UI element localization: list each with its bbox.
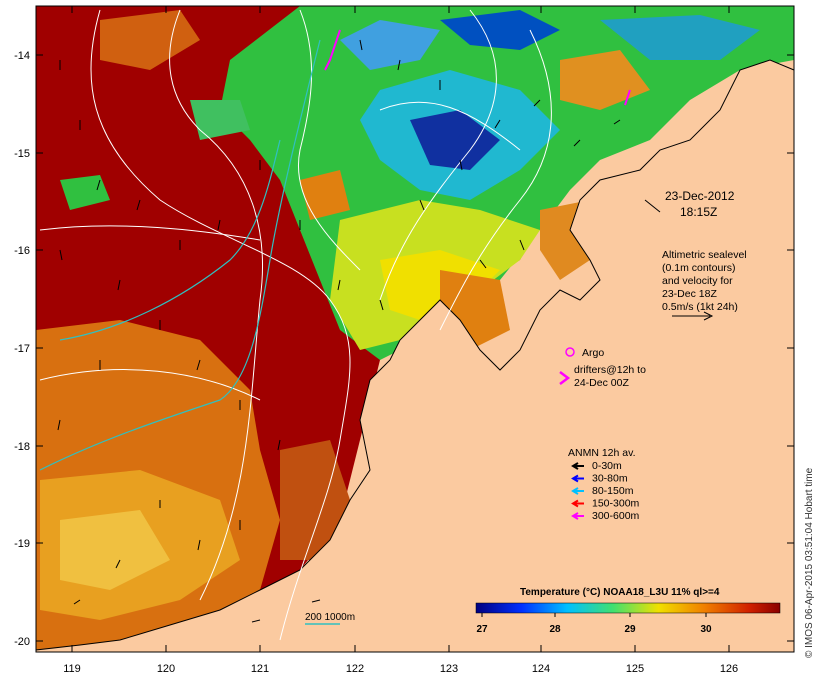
mooring-title: ANMN 12h av. xyxy=(568,447,636,459)
mooring-depth-label: 150-300m xyxy=(592,498,640,510)
altimetry-line-3: and velocity for xyxy=(662,275,733,287)
drifter-marker xyxy=(559,371,571,385)
y-axis: -14 -15 -16 -17 -18 -19 -20 xyxy=(14,50,794,648)
mooring-depth-label: 80-150m xyxy=(592,485,634,497)
colorbar-tick-label: 27 xyxy=(476,624,488,635)
altimetry-legend: Altimetric sealevel (0.1m contours) and … xyxy=(662,249,747,313)
date-line-2: 18:15Z xyxy=(680,205,717,219)
x-tick-label: 126 xyxy=(720,663,738,675)
mooring-depth-label: 30-80m xyxy=(592,473,628,485)
scale-arrow xyxy=(672,311,714,321)
mooring-arrow xyxy=(571,499,584,508)
colorbar-tick-label: 30 xyxy=(700,624,712,635)
mooring-depth-label: 300-600m xyxy=(592,510,640,522)
x-tick-label: 119 xyxy=(63,663,81,675)
sealevel-contours xyxy=(39,9,552,641)
colorbar xyxy=(475,602,781,614)
altimetry-line-5: 0.5m/s (1kt 24h) xyxy=(662,301,738,313)
y-tick-label: -14 xyxy=(14,50,30,62)
altimetry-line-1: Altimetric sealevel xyxy=(662,249,747,261)
mooring-arrow xyxy=(571,474,584,483)
argo-marker xyxy=(565,347,575,357)
velocity-arrows xyxy=(57,39,621,623)
map-frame xyxy=(35,5,795,653)
x-tick-label: 121 xyxy=(251,663,269,675)
date-label: 23-Dec-2012 18:15Z xyxy=(665,189,735,219)
mooring-depth-label: 0-30m xyxy=(592,460,622,472)
colorbar-title: Temperature (°C) NOAA18_L3U 11% ql>=4 xyxy=(520,587,720,598)
y-tick-label: -20 xyxy=(14,636,30,648)
altimetry-line-2: (0.1m contours) xyxy=(662,262,736,274)
x-tick-label: 123 xyxy=(440,663,458,675)
y-tick-label: -17 xyxy=(14,343,30,355)
sst-field xyxy=(36,6,794,650)
mooring-arrow xyxy=(571,487,584,495)
x-axis: 119 120 121 122 123 124 125 126 xyxy=(63,6,738,675)
x-tick-label: 120 xyxy=(157,663,175,675)
mooring-arrow xyxy=(571,512,584,520)
x-tick-label: 122 xyxy=(346,663,364,675)
mooring-arrow xyxy=(571,462,584,470)
altimetry-line-4: 23-Dec 18Z xyxy=(662,288,717,300)
x-tick-label: 125 xyxy=(626,663,644,675)
date-line-1: 23-Dec-2012 xyxy=(665,189,735,203)
colorbar-ticks: 27 28 29 30 xyxy=(476,613,712,635)
drifters-line-1: drifters@12h to xyxy=(574,364,646,376)
date-pointer xyxy=(644,199,661,213)
x-tick-label: 124 xyxy=(532,663,550,675)
argo-label: Argo xyxy=(582,347,604,359)
y-tick-label: -15 xyxy=(14,148,30,160)
credit-text: © IMOS 06-Apr-2015 03:51:04 Hobart time xyxy=(804,467,815,658)
y-tick-label: -18 xyxy=(14,441,30,453)
colorbar-tick-label: 28 xyxy=(549,624,561,635)
drifter-tracks xyxy=(324,29,631,106)
isobath-label: 200 1000m xyxy=(305,612,355,623)
y-tick-label: -19 xyxy=(14,538,30,550)
y-tick-label: -16 xyxy=(14,245,30,257)
isobaths xyxy=(39,39,321,471)
drifters-line-2: 24-Dec 00Z xyxy=(574,377,629,389)
colorbar-tick-label: 29 xyxy=(624,624,636,635)
